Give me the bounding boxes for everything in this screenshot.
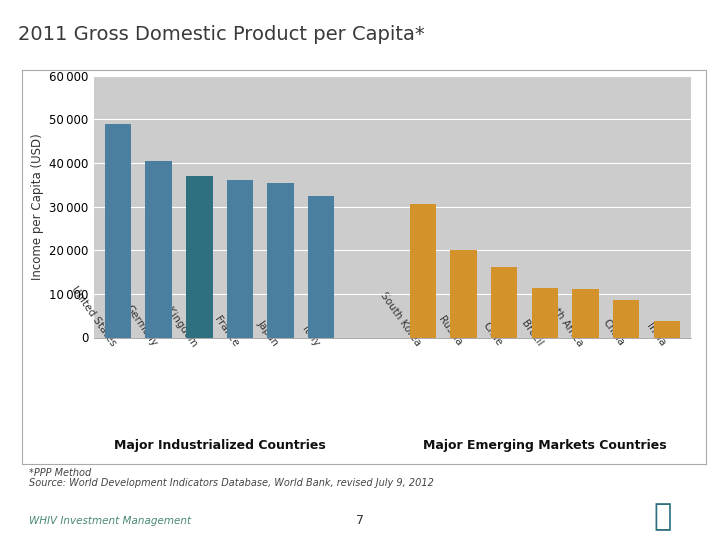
Bar xyxy=(267,183,294,338)
Bar xyxy=(572,289,599,338)
Text: Ⓦ: Ⓦ xyxy=(653,503,672,531)
Text: WHIV Investment Management: WHIV Investment Management xyxy=(29,516,191,526)
Bar xyxy=(227,180,253,338)
Text: *PPP Method: *PPP Method xyxy=(29,468,91,478)
Bar xyxy=(654,321,680,338)
Bar xyxy=(531,288,558,338)
Y-axis label: Income per Capita (USD): Income per Capita (USD) xyxy=(31,133,44,280)
Bar xyxy=(145,161,172,338)
Bar xyxy=(308,195,335,338)
Bar xyxy=(613,300,639,338)
Text: 2011 Gross Domestic Product per Capita*: 2011 Gross Domestic Product per Capita* xyxy=(18,25,425,44)
Bar xyxy=(186,176,212,338)
Text: 7: 7 xyxy=(356,514,364,527)
Text: Major Industrialized Countries: Major Industrialized Countries xyxy=(114,439,325,452)
Bar xyxy=(410,204,436,338)
Bar xyxy=(491,267,518,338)
Text: Major Emerging Markets Countries: Major Emerging Markets Countries xyxy=(423,439,667,452)
Bar xyxy=(105,124,131,338)
Bar xyxy=(450,250,477,338)
Text: Source: World Development Indicators Database, World Bank, revised July 9, 2012: Source: World Development Indicators Dat… xyxy=(29,478,433,488)
